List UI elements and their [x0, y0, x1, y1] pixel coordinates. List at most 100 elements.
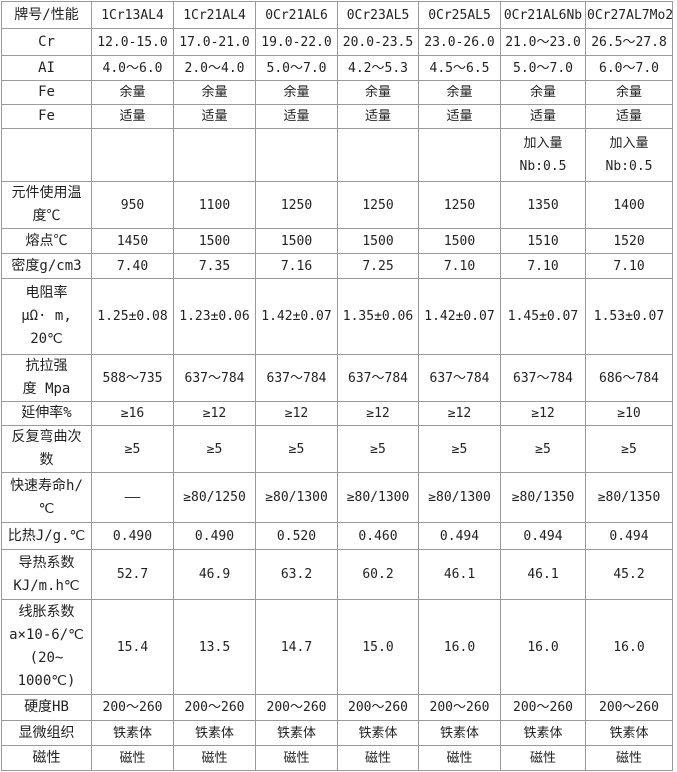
table-cell: ≥80/1350: [585, 472, 673, 523]
table-cell: 20.0-23.5: [337, 28, 419, 56]
table-cell: 7.10: [418, 253, 501, 279]
table-cell: 0.460: [337, 522, 419, 550]
table-cell: 余量: [255, 80, 338, 105]
table-cell: ≥5: [500, 425, 586, 473]
table-cell: 1500: [418, 228, 501, 254]
table-cell: ≥5: [173, 425, 256, 473]
table-cell: ≥16: [91, 401, 174, 426]
table-cell: 铁素体: [418, 720, 501, 746]
table-cell: 适量: [91, 104, 174, 129]
table-cell: 0Cr23AL5: [337, 1, 419, 29]
table-cell: 适量: [418, 104, 501, 129]
row-label: 比热J/g.℃: [1, 522, 92, 550]
table-cell: 铁素体: [91, 720, 174, 746]
table-cell: 铁素体: [585, 720, 673, 746]
table-row-microstructure: 显微组织 铁素体 铁素体 铁素体 铁素体 铁素体 铁素体 铁素体: [1, 720, 673, 746]
table-cell: ≥10: [585, 401, 673, 426]
table-cell: 4.0～6.0: [91, 55, 174, 81]
table-cell: 铁素体: [255, 720, 338, 746]
row-label: 抗拉强 度 Mpa: [1, 354, 92, 402]
table-cell: 14.7: [255, 599, 338, 695]
table-cell: 60.2: [337, 549, 419, 600]
table-cell: ≥80/1300: [418, 472, 501, 523]
table-cell: 余量: [500, 80, 586, 105]
table-cell: 余量: [418, 80, 501, 105]
table-cell: 16.0: [418, 599, 501, 695]
table-cell: 磁性: [337, 745, 419, 771]
row-label: Fe: [1, 80, 92, 105]
table-row-bending: 反复弯曲次 数 ≥5 ≥5 ≥5 ≥5 ≥5 ≥5 ≥5: [1, 425, 673, 473]
table-cell: 适量: [585, 104, 673, 129]
table-cell: 2.0～4.0: [173, 55, 256, 81]
table-row-life: 快速寿命h/ ℃ —— ≥80/1250 ≥80/1300 ≥80/1300 ≥80/13…: [1, 472, 673, 523]
table-row-max-temp: 元件使用温 度℃ 950 1100 1250 1250 1250 1350 1400: [1, 181, 673, 229]
table-cell: ≥12: [337, 401, 419, 426]
table-cell: 余量: [337, 80, 419, 105]
table-cell: 15.4: [91, 599, 174, 695]
table-cell: 1350: [500, 181, 586, 229]
table-cell: 46.1: [500, 549, 586, 600]
row-label: 电阻率 μΩ· m, 20℃: [1, 278, 92, 355]
row-label: 牌号/性能: [1, 1, 92, 29]
table-cell: 5.0～7.0: [255, 55, 338, 81]
table-cell: 7.10: [500, 253, 586, 279]
table-cell: 4.2～5.3: [337, 55, 419, 81]
table-cell: ≥5: [255, 425, 338, 473]
row-label: Fe: [1, 104, 92, 129]
table-cell: [418, 128, 501, 182]
table-cell: 0.490: [173, 522, 256, 550]
table-cell: ≥12: [255, 401, 338, 426]
table-cell: 637～784: [173, 354, 256, 402]
table-cell: 637～784: [500, 354, 586, 402]
table-cell: ≥80/1350: [500, 472, 586, 523]
row-label: 元件使用温 度℃: [1, 181, 92, 229]
row-label: 反复弯曲次 数: [1, 425, 92, 473]
table-cell: 0.520: [255, 522, 338, 550]
table-row-melting-point: 熔点℃ 1450 1500 1500 1500 1500 1510 1520: [1, 228, 673, 254]
table-row-magnetism: 磁性 磁性 磁性 磁性 磁性 磁性 磁性 磁性: [1, 745, 673, 771]
table-row-nb: 加入量 Nb:0.5 加入量 Nb:0.5: [1, 128, 673, 182]
table-cell: 588～735: [91, 354, 174, 402]
table-cell: 4.5～6.5: [418, 55, 501, 81]
table-cell: 63.2: [255, 549, 338, 600]
table-cell: ≥80/1300: [337, 472, 419, 523]
row-label: 熔点℃: [1, 228, 92, 254]
table-cell: 0.494: [585, 522, 673, 550]
table-cell: ≥5: [418, 425, 501, 473]
table-cell: 0.490: [91, 522, 174, 550]
table-cell: 0Cr27AL7Mo2: [585, 1, 673, 29]
table-cell: 1500: [337, 228, 419, 254]
table-cell: 磁性: [91, 745, 174, 771]
table-cell: 52.7: [91, 549, 174, 600]
table-cell: 加入量 Nb:0.5: [585, 128, 673, 182]
table-cell: 铁素体: [337, 720, 419, 746]
table-cell: 余量: [91, 80, 174, 105]
table-cell: 磁性: [585, 745, 673, 771]
table-cell: 1.42±0.07: [255, 278, 338, 355]
table-cell: 17.0-21.0: [173, 28, 256, 56]
table-cell: 26.5～27.8: [585, 28, 673, 56]
table-cell: 适量: [173, 104, 256, 129]
table-cell: ≥5: [91, 425, 174, 473]
table-cell: 46.1: [418, 549, 501, 600]
table-cell: ≥12: [418, 401, 501, 426]
table-cell: 200～260: [91, 694, 174, 721]
row-label: AI: [1, 55, 92, 81]
table-cell: [337, 128, 419, 182]
table-row-hardness: 硬度HB 200～260 200～260 200～260 200～260 200～260 2…: [1, 694, 673, 721]
table-row-conductivity: 导热系数 KJ/m.h℃ 52.7 46.9 63.2 60.2 46.1 46.1 45.2: [1, 549, 673, 600]
table-cell: 13.5: [173, 599, 256, 695]
row-label: 延伸率%: [1, 401, 92, 426]
table-cell: 1.45±0.07: [500, 278, 586, 355]
table-cell: 637～784: [337, 354, 419, 402]
row-label: Cr: [1, 28, 92, 56]
table-cell: 1.42±0.07: [418, 278, 501, 355]
table-cell: ≥12: [500, 401, 586, 426]
table-cell: 6.0～7.0: [585, 55, 673, 81]
table-cell: 19.0-22.0: [255, 28, 338, 56]
table-cell: [91, 128, 174, 182]
table-cell: 45.2: [585, 549, 673, 600]
row-label: 导热系数 KJ/m.h℃: [1, 549, 92, 600]
table-cell: 7.25: [337, 253, 419, 279]
